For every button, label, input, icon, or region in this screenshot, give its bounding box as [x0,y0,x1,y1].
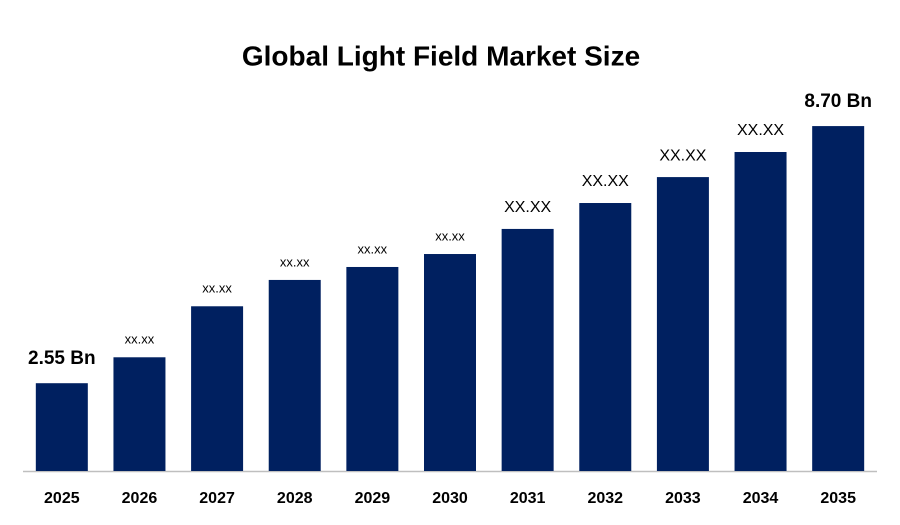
bar [346,266,399,471]
x-tick-label: 2030 [432,490,468,507]
chart-title: Global Light Field Market Size [242,40,640,71]
value-label: XX.XX [582,173,629,190]
bar [501,228,554,471]
x-tick-label: 2031 [510,490,546,507]
bar [113,357,166,471]
bar [35,383,88,471]
value-label: 8.70 Bn [804,91,872,112]
x-tick-label: 2034 [743,490,779,507]
value-label: XX.XX [659,147,706,164]
bar [656,177,709,471]
bar [424,254,476,471]
bar [579,203,632,472]
x-tick-label: 2029 [355,490,391,507]
x-tick-label: 2032 [587,490,623,507]
bar [191,306,244,471]
x-tick-label: 2025 [44,490,80,507]
value-label: xx.xx [358,241,388,256]
value-label: XX.XX [737,122,784,139]
x-tick-label: 2027 [199,490,235,507]
x-tick-label: 2033 [665,490,701,507]
value-label: 2.55 Bn [28,348,96,369]
value-label: xx.xx [125,332,155,347]
x-tick-label: 2028 [277,490,313,507]
bar [812,126,865,471]
value-label: XX.XX [504,199,551,216]
value-label: xx.xx [202,281,232,296]
x-tick-label: 2026 [122,490,158,507]
value-label: xx.xx [280,254,310,269]
bar [268,279,321,471]
x-tick-label: 2035 [820,490,856,507]
value-label: xx.xx [435,228,465,243]
bar [734,152,787,471]
